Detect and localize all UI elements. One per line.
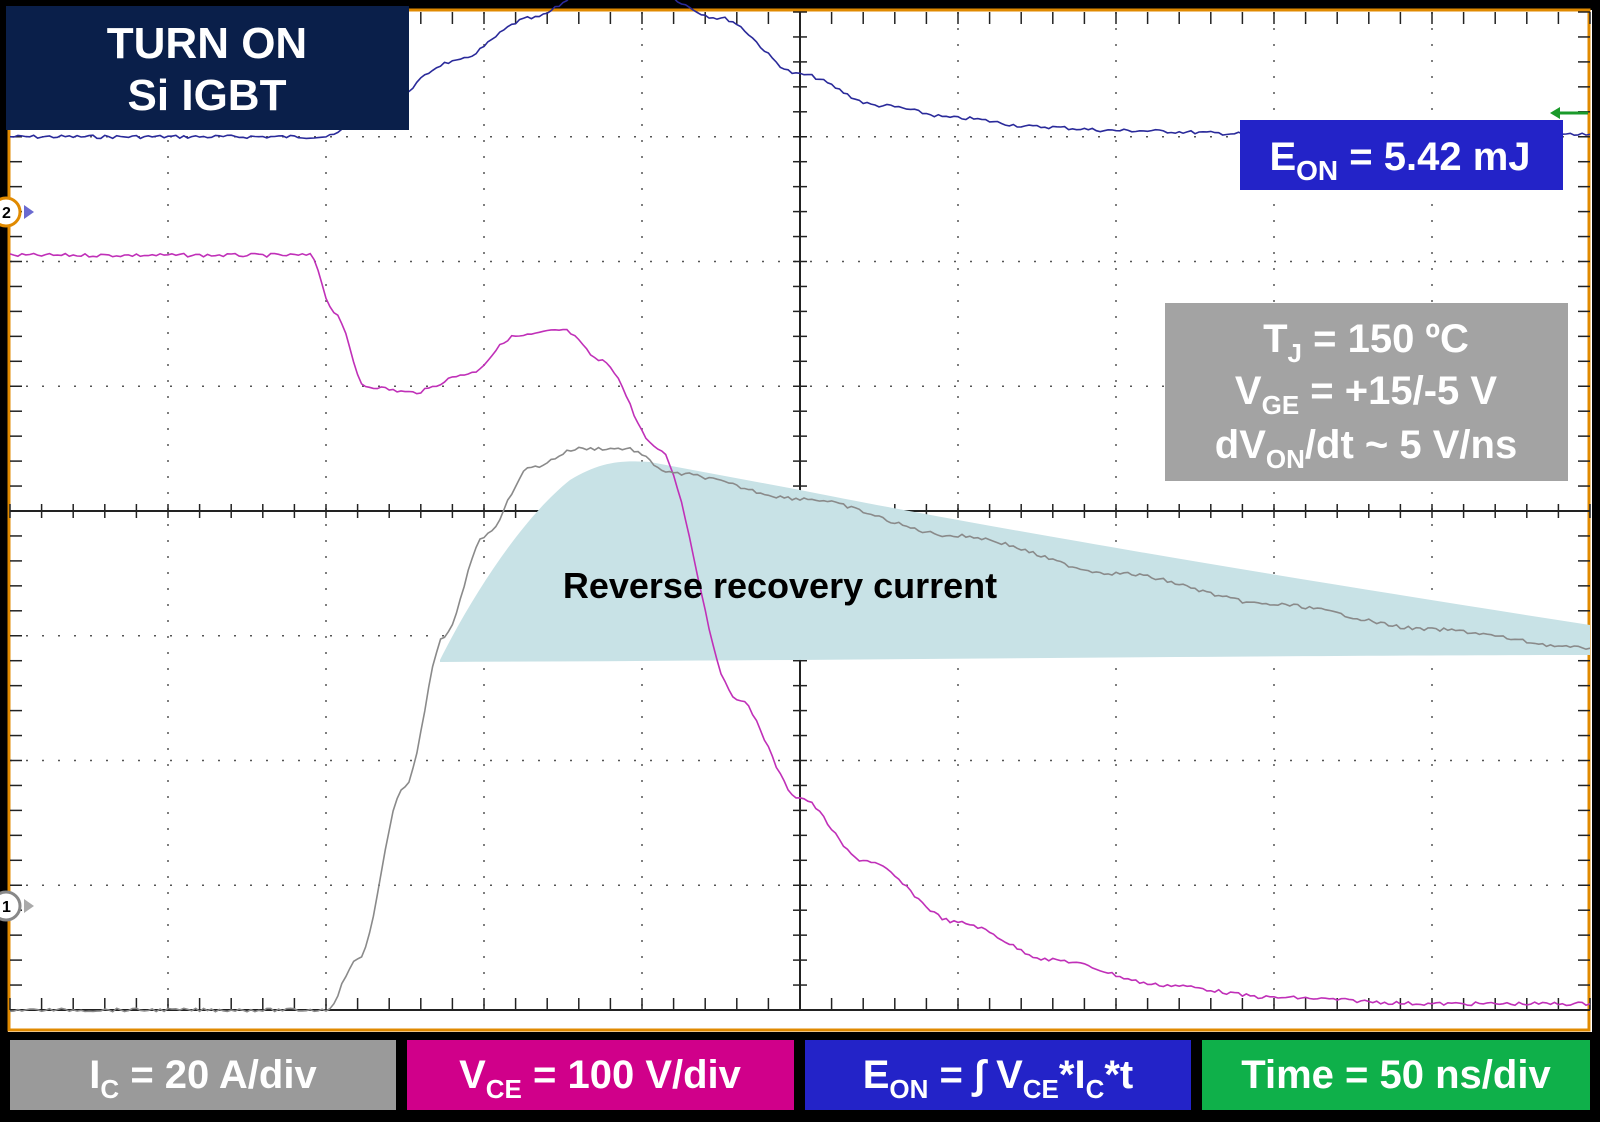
- trace-v-ce: [9, 252, 1591, 1007]
- reverse-recovery-region: [440, 461, 1590, 662]
- legend-ic: IC = 20 A/div: [89, 1053, 317, 1104]
- ch2-label: 2: [2, 205, 11, 222]
- legend-time: Time = 50 ns/div: [1241, 1053, 1551, 1097]
- energy-value: EON = 5.42 mJ: [1269, 135, 1530, 186]
- conditions-box: [1165, 303, 1568, 481]
- title-box: [6, 6, 409, 130]
- energy-box: [1240, 120, 1563, 190]
- title-line-2: Si IGBT: [128, 71, 287, 120]
- legend-ic-box: [10, 1040, 396, 1110]
- trigger-arrow-icon: [1550, 107, 1588, 119]
- ch1-marker: 1: [0, 890, 34, 922]
- reverse-recovery-label: Reverse recovery current: [563, 565, 997, 606]
- legend-eon-box: [805, 1040, 1191, 1110]
- legend-eon: EON = ∫ VCE*IC*t: [863, 1053, 1134, 1104]
- title-line-1: TURN ON: [107, 19, 307, 68]
- plot-border: [7, 8, 1591, 1032]
- condition-vge: VGE = +15/-5 V: [1235, 369, 1497, 420]
- condition-dvdt: dVON/dt ~ 5 V/ns: [1215, 423, 1517, 474]
- ch2-marker: 2: [0, 196, 34, 228]
- legend-vce: VCE = 100 V/div: [459, 1053, 742, 1104]
- trace-i-c: [9, 446, 1591, 1013]
- ch1-label: 1: [2, 899, 11, 916]
- legend-vce-box: [407, 1040, 794, 1110]
- legend-time-box: [1202, 1040, 1590, 1110]
- condition-tj: TJ = 150 ºC: [1263, 317, 1469, 368]
